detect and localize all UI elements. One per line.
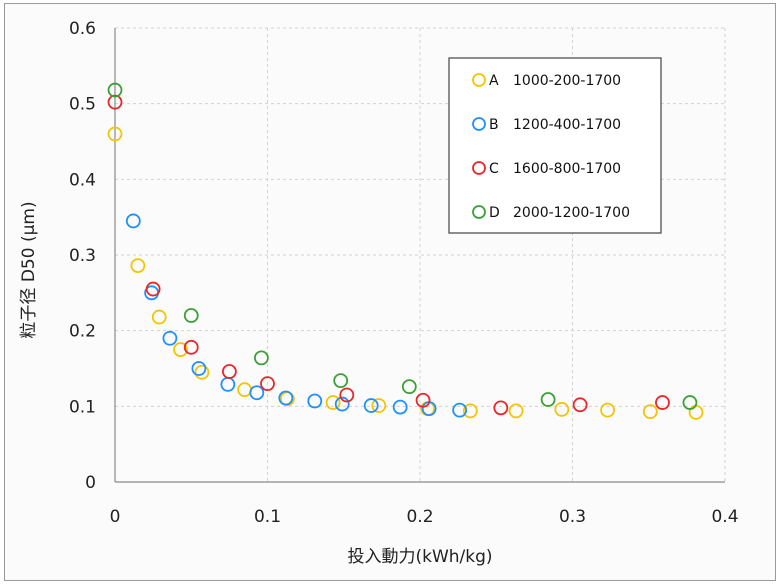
- data-point: [107, 82, 123, 98]
- data-point: [307, 393, 323, 409]
- data-point: [554, 401, 570, 417]
- data-point: [107, 126, 123, 142]
- y-tick-label: 0.1: [69, 397, 96, 417]
- data-point: [452, 402, 468, 418]
- data-point: [130, 258, 146, 273]
- data-point: [194, 364, 210, 380]
- legend-marker: [472, 117, 486, 131]
- legend-marker: [472, 205, 486, 219]
- x-axis-title: 投入動力(kWh/kg): [347, 547, 492, 567]
- data-point: [183, 308, 199, 323]
- data-point: [339, 387, 355, 403]
- data-point: [125, 213, 141, 229]
- series-A: [107, 126, 704, 420]
- legend-item-A: A 1000-200-1700: [472, 73, 621, 89]
- data-point: [253, 350, 269, 366]
- data-point: [162, 330, 178, 346]
- series-D: [107, 82, 698, 410]
- legend-letter: D: [489, 205, 500, 221]
- data-point: [325, 395, 341, 410]
- data-point: [682, 395, 698, 410]
- data-point: [462, 403, 478, 419]
- data-point: [278, 390, 294, 406]
- legend-label: 2000-1200-1700: [513, 205, 630, 221]
- data-point: [540, 392, 556, 407]
- data-point: [363, 398, 379, 413]
- y-tick-label: 0.4: [69, 170, 96, 190]
- data-point: [334, 396, 350, 412]
- data-point: [655, 395, 670, 410]
- data-point: [642, 404, 658, 420]
- data-point: [145, 281, 161, 297]
- data-point: [249, 385, 265, 401]
- data-point: [221, 364, 237, 379]
- legend-item-B: B 1200-400-1700: [472, 117, 621, 133]
- legend-label: 1000-200-1700: [513, 73, 621, 89]
- legend-label: 1600-800-1700: [513, 161, 621, 177]
- data-point: [333, 373, 349, 389]
- x-tick-label: 0: [110, 507, 121, 527]
- data-point: [151, 309, 167, 325]
- x-tick-label: 0.3: [559, 507, 586, 527]
- data-point: [173, 342, 188, 357]
- data-point: [371, 398, 387, 413]
- legend-marker: [472, 73, 486, 87]
- data-point: [600, 402, 615, 418]
- y-axis-title: 粒子径 D50 (μm): [19, 201, 39, 338]
- data-point: [415, 392, 431, 408]
- data-point: [260, 376, 275, 392]
- x-tick-label: 0.1: [254, 507, 281, 527]
- y-tick-label: 0.5: [69, 95, 96, 115]
- x-tick-label: 0.4: [711, 507, 738, 527]
- legend-item-C: C 1600-800-1700: [472, 161, 621, 177]
- data-point: [493, 400, 509, 416]
- legend-item-D: D 2000-1200-1700: [472, 205, 630, 221]
- series-C: [107, 94, 670, 416]
- data-point: [401, 379, 417, 395]
- legend-letter: C: [489, 161, 499, 177]
- data-point: [508, 403, 524, 419]
- series-B: [125, 213, 468, 418]
- y-tick-label: 0.3: [69, 246, 96, 266]
- data-point: [688, 404, 704, 420]
- data-point: [237, 382, 253, 398]
- data-point: [191, 361, 207, 376]
- data-point: [220, 376, 236, 392]
- legend-label: 1200-400-1700: [513, 117, 621, 133]
- y-tick-label: 0: [85, 473, 96, 493]
- legend-letter: B: [489, 117, 499, 133]
- y-tick-label: 0.6: [69, 19, 96, 39]
- legend-letter: A: [489, 73, 499, 89]
- data-point: [392, 399, 408, 415]
- legend: A 1000-200-1700 B 1200-400-1700 C 1600-800-17…: [448, 57, 662, 234]
- legend-marker: [472, 161, 486, 175]
- data-point: [183, 339, 199, 355]
- x-tick-label: 0.2: [406, 507, 433, 527]
- data-point: [572, 397, 588, 413]
- legend-box: [448, 57, 662, 234]
- y-tick-label: 0.2: [69, 322, 96, 342]
